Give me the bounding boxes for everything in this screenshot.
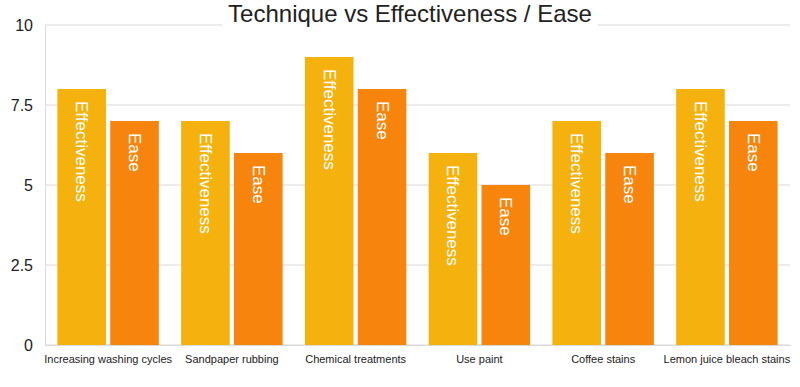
x-tick: Increasing washing cycles: [44, 345, 172, 365]
x-tick-label: Use paint: [456, 353, 502, 365]
series-label: Ease: [620, 165, 639, 204]
series-label: Effectiveness: [691, 101, 710, 202]
y-tick: 5: [24, 177, 45, 194]
y-tick: 2.5: [11, 257, 45, 274]
y-tick-label: 0: [24, 337, 33, 354]
bar: [605, 153, 654, 345]
y-tick-label: 7.5: [11, 97, 33, 114]
grid: [45, 25, 790, 345]
y-tick-label: 10: [15, 17, 33, 34]
bar: [552, 121, 601, 345]
series-label: Effectiveness: [72, 101, 91, 202]
y-tick: 10: [15, 17, 45, 34]
chart: 0 2.5 5 7.5 10 Increasing washing cycles Sandp…: [0, 0, 800, 387]
x-tick: Lemon juice bleach stains: [664, 345, 791, 365]
title: Technique vs Effectiveness / Ease: [228, 0, 592, 27]
bar: [429, 153, 478, 345]
series-label: Ease: [125, 133, 144, 172]
bar-labels: Effectiveness Effectiveness Effectiveness E…: [72, 69, 763, 266]
title-group: Technique vs Effectiveness / Ease: [222, 0, 598, 27]
bar: [305, 57, 354, 345]
x-tick-label: Chemical treatments: [305, 353, 406, 365]
series-label: Effectiveness: [320, 69, 339, 170]
bar: [110, 121, 159, 345]
x-tick-label: Coffee stains: [571, 353, 636, 365]
y-tick-label: 5: [24, 177, 33, 194]
y-axis: 0 2.5 5 7.5 10: [11, 17, 46, 354]
series-label: Ease: [744, 133, 763, 172]
x-tick-label: Sandpaper rubbing: [185, 353, 279, 365]
bar: [676, 89, 725, 345]
bar: [181, 121, 230, 345]
x-tick-label: Lemon juice bleach stains: [664, 353, 791, 365]
bar: [234, 153, 283, 345]
y-tick-label: 2.5: [11, 257, 33, 274]
x-axis-line: [46, 345, 791, 346]
x-tick: Chemical treatments: [305, 345, 406, 365]
x-tick: Use paint: [456, 345, 502, 365]
bar: [57, 89, 106, 345]
bars: [57, 57, 777, 345]
x-tick: Coffee stains: [571, 345, 636, 365]
series-label: Ease: [373, 101, 392, 140]
series-label: Effectiveness: [196, 133, 215, 234]
bar: [729, 121, 778, 345]
y-tick: 0: [24, 337, 45, 354]
series-label: Ease: [249, 165, 268, 204]
series-label: Effectiveness: [443, 165, 462, 266]
series-label: Ease: [496, 197, 515, 236]
bar: [358, 89, 407, 345]
title-background: [222, 0, 598, 27]
y-axis-line: [45, 26, 46, 346]
x-axis: Increasing washing cycles Sandpaper rubbi…: [44, 345, 790, 365]
bar: [481, 185, 530, 345]
y-tick: 7.5: [11, 97, 45, 114]
x-tick-label: Increasing washing cycles: [44, 353, 172, 365]
x-tick: Sandpaper rubbing: [185, 345, 279, 365]
series-label: Effectiveness: [567, 133, 586, 234]
